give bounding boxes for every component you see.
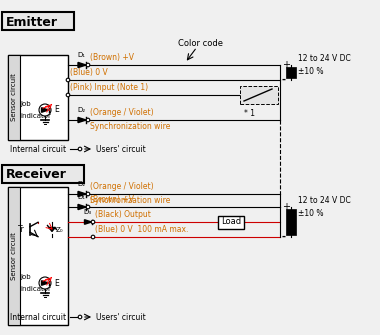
Circle shape — [86, 118, 90, 122]
Text: Sensor circuit: Sensor circuit — [11, 74, 17, 122]
Polygon shape — [78, 117, 86, 123]
Text: D₃: D₃ — [83, 209, 91, 215]
Text: D₁: D₁ — [77, 194, 85, 200]
Polygon shape — [41, 108, 49, 112]
Text: 12 to 24 V DC: 12 to 24 V DC — [298, 196, 351, 205]
Text: Sensor circuit: Sensor circuit — [11, 232, 17, 280]
Text: +: + — [282, 202, 290, 212]
Text: -: - — [282, 232, 286, 242]
Circle shape — [66, 93, 70, 97]
Text: Emitter: Emitter — [6, 15, 58, 28]
Circle shape — [91, 235, 95, 239]
Circle shape — [86, 192, 90, 196]
Text: ±10 %: ±10 % — [298, 209, 323, 218]
Text: (Black) Output: (Black) Output — [95, 210, 151, 219]
Text: Synchronization wire: Synchronization wire — [90, 196, 170, 205]
Text: Synchronization wire: Synchronization wire — [90, 122, 170, 131]
Text: (Orange / Violet): (Orange / Violet) — [90, 108, 154, 117]
Text: (Orange / Violet): (Orange / Violet) — [90, 182, 154, 191]
Text: Internal circuit: Internal circuit — [10, 144, 66, 153]
Bar — [218, 216, 244, 229]
Text: (Brown) +V: (Brown) +V — [90, 53, 134, 62]
Text: Users' circuit: Users' circuit — [96, 313, 146, 322]
Text: Tr: Tr — [18, 225, 25, 234]
Text: (Pink) Input (Note 1): (Pink) Input (Note 1) — [70, 83, 148, 92]
Text: indicator: indicator — [20, 286, 51, 292]
Text: 12 to 24 V DC: 12 to 24 V DC — [298, 54, 351, 63]
Circle shape — [86, 63, 90, 67]
FancyBboxPatch shape — [8, 187, 20, 325]
Circle shape — [91, 220, 95, 224]
Text: Load: Load — [221, 217, 241, 226]
Text: Z₀: Z₀ — [56, 226, 63, 232]
FancyBboxPatch shape — [8, 55, 68, 140]
Text: E: E — [54, 106, 59, 115]
Text: (Brown) +V: (Brown) +V — [90, 195, 134, 204]
FancyBboxPatch shape — [2, 12, 74, 30]
Polygon shape — [78, 204, 86, 210]
Text: Job: Job — [20, 101, 31, 107]
Text: +: + — [282, 60, 290, 70]
Bar — [286, 209, 296, 235]
Text: D₂: D₂ — [77, 181, 85, 187]
Text: Internal circuit: Internal circuit — [10, 313, 66, 322]
Polygon shape — [84, 220, 92, 224]
FancyBboxPatch shape — [8, 187, 68, 325]
FancyBboxPatch shape — [8, 55, 20, 140]
Text: (Blue) 0 V: (Blue) 0 V — [70, 68, 108, 77]
Text: D₁: D₁ — [77, 52, 85, 58]
Bar — [240, 86, 278, 104]
Bar — [286, 67, 296, 78]
Text: Color code: Color code — [177, 39, 223, 48]
Polygon shape — [78, 62, 86, 68]
Text: * 1: * 1 — [244, 109, 255, 118]
Text: Job: Job — [20, 274, 31, 280]
Text: D₂: D₂ — [77, 107, 85, 113]
Polygon shape — [78, 191, 86, 197]
Text: ±10 %: ±10 % — [298, 67, 323, 76]
Polygon shape — [49, 227, 55, 231]
Circle shape — [86, 205, 90, 209]
Circle shape — [78, 315, 82, 319]
Circle shape — [78, 147, 82, 151]
Circle shape — [39, 104, 51, 116]
Text: Users' circuit: Users' circuit — [96, 144, 146, 153]
Text: E: E — [54, 278, 59, 287]
Circle shape — [39, 277, 51, 289]
Text: Receiver: Receiver — [6, 168, 67, 181]
Text: indicator: indicator — [20, 113, 51, 119]
Polygon shape — [41, 281, 49, 285]
FancyBboxPatch shape — [2, 165, 84, 183]
Circle shape — [66, 78, 70, 82]
Text: (Blue) 0 V  100 mA max.: (Blue) 0 V 100 mA max. — [95, 225, 188, 234]
Text: -: - — [282, 75, 286, 85]
